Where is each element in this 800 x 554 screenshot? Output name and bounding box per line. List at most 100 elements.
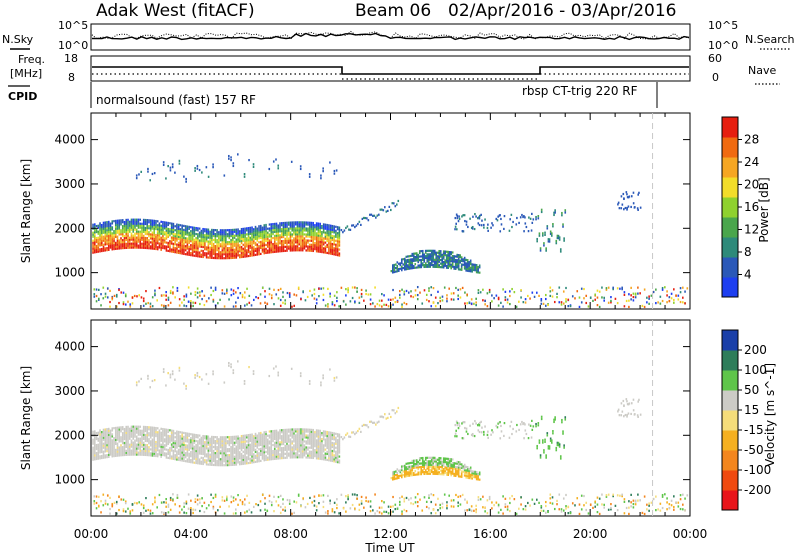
- power-cell-944: [218, 245, 220, 248]
- power-cell-2453: [539, 247, 542, 250]
- velocity-cell-297: [130, 433, 133, 436]
- power-cell-1538: [296, 247, 299, 250]
- power-cell-2448: [536, 240, 538, 243]
- power-cell-2511: [637, 193, 640, 196]
- velocity-cell-1560: [298, 438, 301, 441]
- velocity-cell-699: [184, 444, 187, 447]
- velocity-cell-1131: [242, 454, 245, 457]
- power-cell-1422: [280, 242, 283, 245]
- power-cell-1612: [305, 239, 307, 242]
- power-cell-926: [216, 255, 218, 258]
- power-cell-357: [139, 244, 142, 247]
- power-cell-2046: [411, 263, 414, 266]
- power-cell-826: [202, 243, 204, 247]
- velocity-cell-589: [170, 447, 173, 450]
- power-cell-1629: [307, 223, 309, 226]
- power-cell-1706: [317, 236, 320, 239]
- power-cell-2323: [466, 266, 469, 269]
- power-cell-2175: [436, 262, 439, 265]
- velocity-cell-341: [135, 427, 138, 430]
- velocity-cell-801: [198, 452, 201, 455]
- power-cell-958: [219, 239, 222, 242]
- velocity-cell-1267: [259, 439, 262, 443]
- power-cell-1861: [338, 252, 341, 255]
- velocity-cell-149: [111, 449, 114, 452]
- velocity-cell-1137: [242, 438, 245, 441]
- power-cell-385: [142, 238, 145, 241]
- power-cell-938: [218, 257, 220, 260]
- velocity-cell-168: [113, 437, 115, 440]
- power-cell-1733: [321, 242, 323, 246]
- power-cell-2237: [447, 252, 450, 255]
- power-cell-1890: [174, 171, 176, 174]
- power-cell-522: [160, 228, 162, 231]
- power-cell-2076: [417, 255, 420, 258]
- power-cell-718: [188, 253, 190, 256]
- velocity-cell-863: [207, 453, 210, 456]
- power-cell-1303: [265, 243, 267, 247]
- power-cell-2333: [468, 261, 470, 264]
- velocity-cell-1209: [252, 461, 255, 464]
- power-cell-2425: [461, 230, 464, 233]
- velocity-cell-979: [223, 464, 225, 467]
- power-cell-1855: [336, 236, 339, 239]
- power-cell-2395: [476, 217, 479, 220]
- power-cell-1057: [232, 234, 234, 238]
- power-cell-1754: [324, 251, 327, 254]
- velocity-cell-455: [151, 434, 154, 437]
- power-cell-3006: [623, 305, 626, 308]
- power-cell-432: [148, 221, 150, 224]
- velocity-cell-959: [219, 444, 222, 447]
- power-cell-2705: [275, 293, 278, 296]
- power-cell-366: [139, 224, 142, 227]
- velocity-cell-154: [111, 439, 114, 442]
- velocity-cell-381: [142, 453, 145, 456]
- velocity-cell-667: [181, 453, 183, 456]
- power-cell-675: [181, 230, 183, 233]
- power-cell-2538: [100, 304, 102, 307]
- velocity-cell-987: [223, 446, 225, 449]
- power-cell-612: [174, 251, 176, 254]
- power-cell-2438: [495, 217, 498, 221]
- velocity-cell-211: [120, 452, 122, 455]
- velocity-cell-804: [198, 446, 201, 449]
- power-cell-2532: [95, 288, 98, 291]
- velocity-cell-1476: [287, 444, 290, 447]
- velocity-cell-552: [165, 454, 168, 457]
- velocity-cell-442: [149, 432, 152, 435]
- power-cell-181: [114, 221, 117, 225]
- velocity-cell-970: [221, 452, 224, 455]
- power-cell-862: [207, 248, 210, 251]
- power-cell-813: [200, 243, 203, 246]
- power-cell-1175: [247, 236, 250, 240]
- power-cell-191: [116, 229, 119, 232]
- power-cell-969: [221, 247, 224, 250]
- power-cell-535: [162, 228, 164, 232]
- velocity-cell-892: [211, 449, 213, 452]
- power-cell-2099: [423, 265, 426, 269]
- power-cell-1089: [237, 250, 239, 253]
- power-cell-2710: [279, 298, 282, 302]
- velocity-cell-946: [218, 448, 220, 451]
- power-cell-1766: [326, 251, 328, 255]
- power-cell-968: [221, 249, 224, 252]
- velocity-cell-1676: [314, 449, 316, 452]
- velocity-cell-1509: [291, 428, 294, 431]
- power-cell-967: [221, 251, 224, 254]
- velocity-cell-433: [148, 426, 150, 429]
- velocity-cell-339: [135, 431, 138, 434]
- velocity-cell-1438: [282, 440, 285, 444]
- power-cell-2221: [445, 266, 448, 269]
- power-cell-1795: [329, 248, 332, 251]
- power-cell-2610: [172, 291, 174, 294]
- power-cell-1525: [294, 247, 297, 250]
- velocity-cell-1246: [256, 434, 259, 437]
- power-cell-1117: [240, 247, 243, 251]
- power-cell-2205: [442, 266, 445, 269]
- velocity-cell-751: [191, 445, 194, 448]
- power-cell-1657: [310, 221, 313, 224]
- power-cell-62: [99, 224, 101, 227]
- power-cell-527: [162, 244, 164, 248]
- velocity-cell-1207: [251, 435, 253, 438]
- power-cell-1565: [298, 221, 301, 224]
